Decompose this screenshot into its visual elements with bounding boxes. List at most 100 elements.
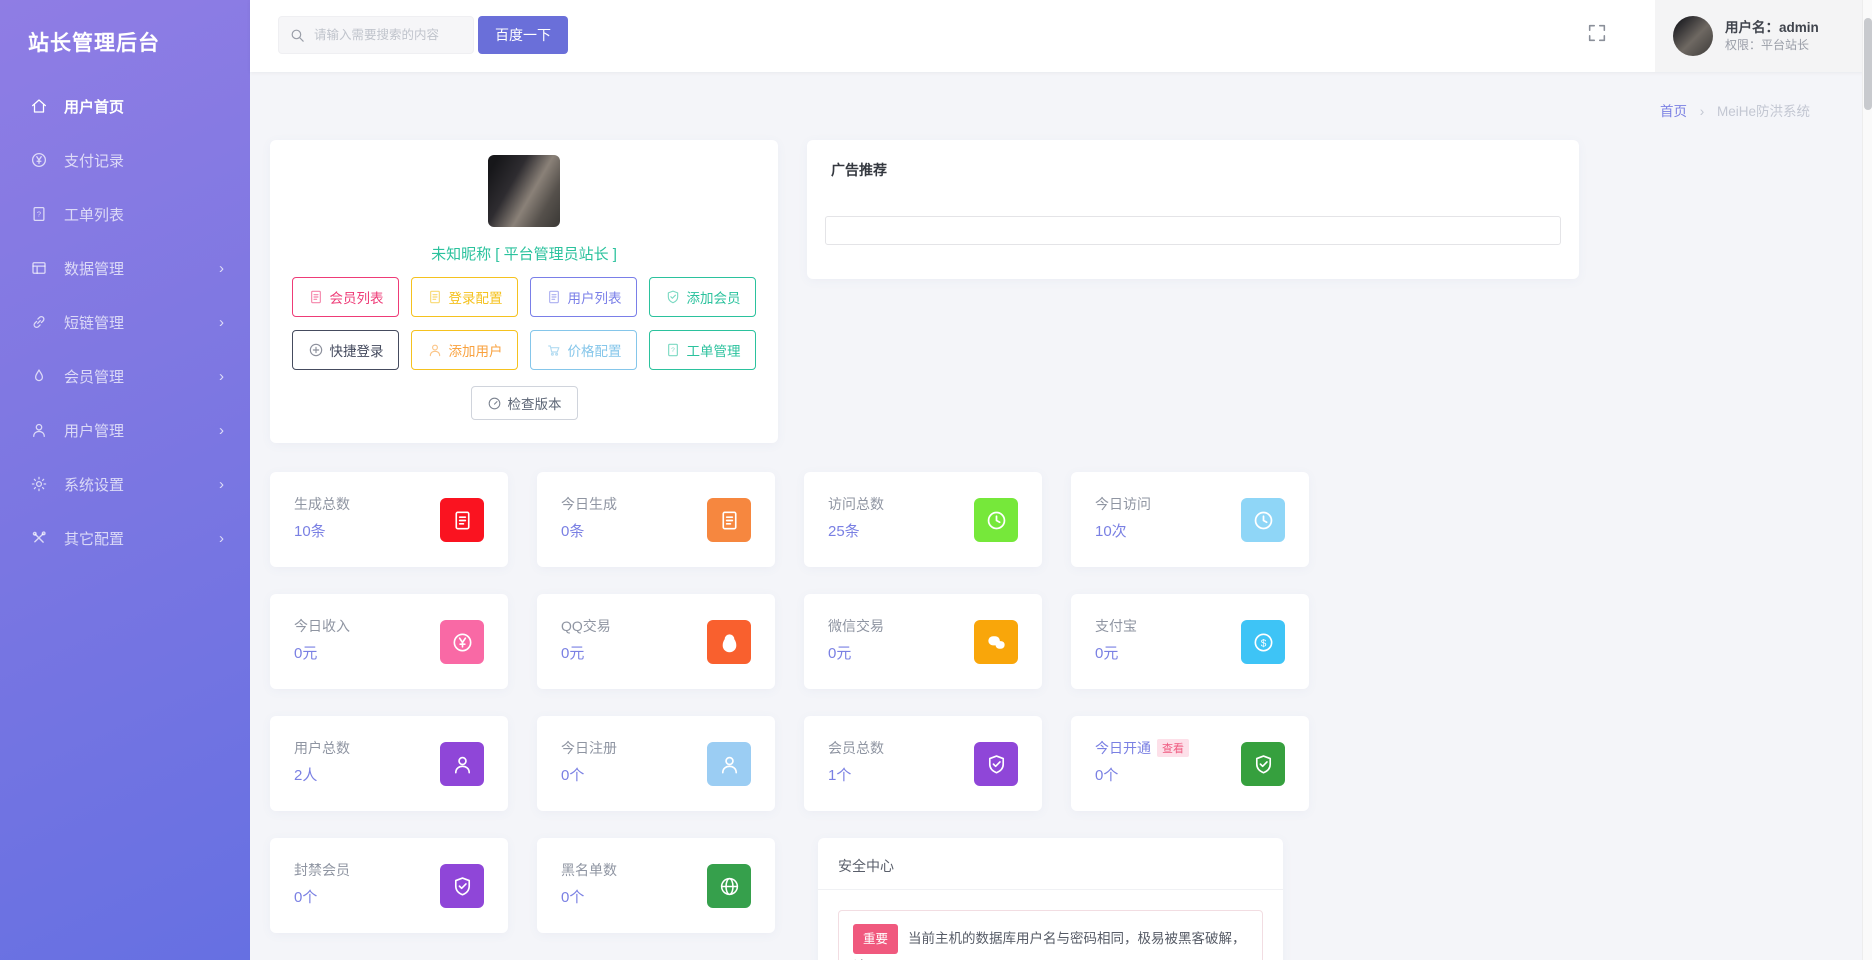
sidebar: 站长管理后台 用户首页 › 支付记录 › ? 工单列表 › bbox=[0, 0, 250, 960]
scrollbar-thumb[interactable] bbox=[1864, 18, 1872, 110]
ticket-icon: ? bbox=[665, 342, 681, 358]
stat-value: 2人 bbox=[294, 767, 318, 784]
sidebar-item-label: 工单列表 bbox=[64, 206, 125, 224]
username-label: 用户名：admin bbox=[1725, 19, 1819, 35]
ad-slot[interactable] bbox=[825, 216, 1561, 245]
stat-label: QQ交易 bbox=[561, 618, 611, 634]
check-version-row: 检查版本 bbox=[270, 386, 778, 420]
shield-check-icon bbox=[440, 864, 484, 908]
doc-icon bbox=[546, 289, 562, 305]
search-icon bbox=[291, 29, 304, 42]
stat-label: 用户总数 bbox=[294, 740, 350, 756]
stat-card: 今日生成 0条 bbox=[537, 472, 775, 567]
chevron-right-icon: › bbox=[219, 475, 224, 493]
svg-text:?: ? bbox=[37, 209, 41, 218]
sidebar-item-label: 系统设置 bbox=[64, 476, 125, 494]
chevron-right-icon: › bbox=[219, 367, 224, 385]
gear-icon bbox=[30, 475, 48, 493]
clock-icon bbox=[1241, 498, 1285, 542]
ad-panel-title: 广告推荐 bbox=[831, 162, 887, 178]
fullscreen-icon[interactable] bbox=[1586, 22, 1612, 48]
doc-icon bbox=[308, 289, 324, 305]
user-icon bbox=[707, 742, 751, 786]
sidebar-item[interactable]: 会员管理 › bbox=[0, 349, 250, 403]
breadcrumb-separator: › bbox=[1699, 104, 1705, 119]
check-version-button[interactable]: 检查版本 bbox=[470, 386, 578, 420]
page-scrollbar[interactable] bbox=[1862, 0, 1872, 960]
profile-action-label: 工单管理 bbox=[686, 344, 741, 359]
plus-circle-icon bbox=[308, 342, 324, 358]
stat-label: 今日访问 bbox=[1095, 496, 1151, 512]
sidebar-item[interactable]: 用户首页 › bbox=[0, 79, 250, 133]
qq-icon bbox=[707, 620, 751, 664]
profile-action-button[interactable]: ? 工单管理 bbox=[649, 330, 756, 370]
stat-card: 访问总数 25条 bbox=[804, 472, 1042, 567]
profile-actions: 会员列表 登录配置 用户列表 添加会员 bbox=[292, 277, 756, 370]
stat-label: 会员总数 bbox=[828, 740, 884, 756]
doc-icon bbox=[440, 498, 484, 542]
security-title: 安全中心 bbox=[818, 838, 1283, 890]
stat-label: 微信交易 bbox=[828, 618, 884, 634]
stat-value: 0个 bbox=[561, 767, 585, 784]
important-badge: 重要 bbox=[853, 924, 899, 955]
profile-card: 未知昵称 [ 平台管理员站长 ] 会员列表 登录配置 用户列表 bbox=[270, 140, 778, 443]
sidebar-item[interactable]: 用户管理 › bbox=[0, 403, 250, 457]
clock-icon bbox=[974, 498, 1018, 542]
profile-action-button[interactable]: 价格配置 bbox=[530, 330, 637, 370]
user-texts: 用户名：admin 权限：平台站长 bbox=[1725, 18, 1819, 55]
yen-icon bbox=[440, 620, 484, 664]
chevron-right-icon: › bbox=[219, 421, 224, 439]
stat-value: 0元 bbox=[828, 645, 852, 662]
profile-action-button[interactable]: 会员列表 bbox=[292, 277, 399, 317]
shield-check-icon bbox=[1241, 742, 1285, 786]
search-box bbox=[278, 16, 474, 54]
home-icon bbox=[30, 97, 48, 115]
stat-label: 支付宝 bbox=[1095, 618, 1137, 634]
sidebar-item[interactable]: 支付记录 › bbox=[0, 133, 250, 187]
profile-action-label: 登录配置 bbox=[448, 291, 503, 306]
search-input[interactable] bbox=[314, 28, 464, 42]
stat-card: 支付宝 0元 $ bbox=[1071, 594, 1309, 689]
sidebar-item[interactable]: 数据管理 › bbox=[0, 241, 250, 295]
doc-icon bbox=[707, 498, 751, 542]
chevron-right-icon: › bbox=[219, 313, 224, 331]
sidebar-item-label: 会员管理 bbox=[64, 368, 125, 386]
profile-action-button[interactable]: 登录配置 bbox=[411, 277, 518, 317]
stat-card: 微信交易 0元 bbox=[804, 594, 1042, 689]
sidebar-item[interactable]: 短链管理 › bbox=[0, 295, 250, 349]
user-avatar bbox=[1673, 16, 1713, 56]
tools-icon bbox=[30, 529, 48, 547]
yen-icon bbox=[30, 151, 48, 169]
profile-action-label: 会员列表 bbox=[329, 291, 384, 306]
profile-action-button[interactable]: 添加会员 bbox=[649, 277, 756, 317]
sidebar-item[interactable]: ? 工单列表 › bbox=[0, 187, 250, 241]
profile-action-button[interactable]: 添加用户 bbox=[411, 330, 518, 370]
user-icon bbox=[427, 342, 443, 358]
stat-value: 0条 bbox=[561, 523, 585, 540]
stat-card: 生成总数 10条 bbox=[270, 472, 508, 567]
sidebar-item-label: 数据管理 bbox=[64, 260, 125, 278]
sidebar-item[interactable]: 系统设置 › bbox=[0, 457, 250, 511]
stat-view-badge[interactable]: 查看 bbox=[1157, 739, 1189, 757]
doc-icon bbox=[427, 289, 443, 305]
stat-card: 黑名单数 0个 bbox=[537, 838, 775, 933]
stat-card: 今日开通 查看 0个 bbox=[1071, 716, 1309, 811]
profile-action-button[interactable]: 快捷登录 bbox=[292, 330, 399, 370]
breadcrumb-home[interactable]: 首页 bbox=[1659, 104, 1687, 119]
stat-card: 今日注册 0个 bbox=[537, 716, 775, 811]
profile-action-label: 添加会员 bbox=[686, 291, 741, 306]
stat-label: 封禁会员 bbox=[294, 862, 350, 878]
stat-card: 封禁会员 0个 bbox=[270, 838, 508, 933]
baidu-search-button[interactable]: 百度一下 bbox=[478, 16, 568, 54]
stat-label: 今日注册 bbox=[561, 740, 617, 756]
user-menu[interactable]: 用户名：admin 权限：平台站长 bbox=[1655, 0, 1862, 72]
profile-action-button[interactable]: 用户列表 bbox=[530, 277, 637, 317]
stat-value: 0元 bbox=[294, 645, 318, 662]
sidebar-item[interactable]: 其它配置 › bbox=[0, 511, 250, 565]
chevron-right-icon: › bbox=[219, 529, 224, 547]
sidebar-item-label: 其它配置 bbox=[64, 530, 125, 548]
alipay-icon: $ bbox=[1241, 620, 1285, 664]
